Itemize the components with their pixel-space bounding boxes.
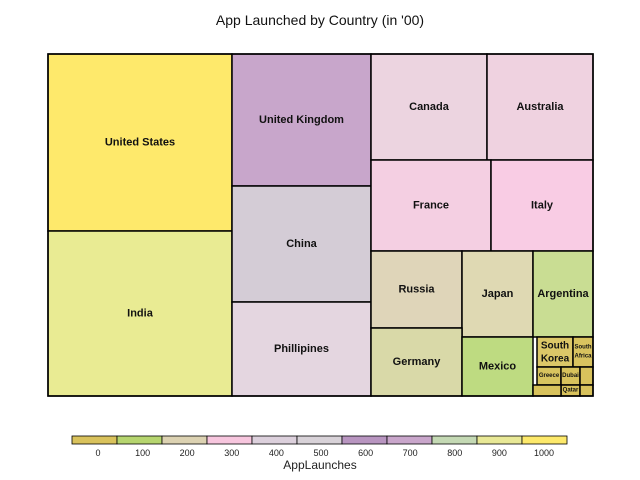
color-legend: 0 100 200 300 400 500 600 700 800 900 1000	[71, 435, 568, 458]
cell-australia	[486, 53, 594, 161]
legend-tick-900: 900	[492, 448, 507, 458]
cell-label-canada: Canada	[409, 101, 450, 113]
cell-germany	[370, 327, 463, 397]
legend-swatch-4	[251, 435, 298, 445]
cell-label-argentina: Argentina	[537, 288, 589, 300]
cell-label-india: India	[127, 308, 154, 320]
cell-label-qatar: Qatar	[563, 388, 579, 394]
legend-swatch-10	[521, 435, 568, 445]
cell-label-mexico: Mexico	[479, 361, 517, 373]
legend-tick-1000: 1000	[534, 448, 554, 458]
chart-title: App Launched by Country (in '00)	[215, 12, 425, 28]
cell-japan	[461, 250, 534, 338]
treemap-cells: United States India United Kingdom China Phi…	[47, 53, 594, 397]
legend-swatch-0	[71, 435, 118, 445]
cell-label-united-states: United States	[105, 137, 175, 149]
cell-label-russia: Russia	[398, 284, 435, 296]
cell-unlabeled-20	[532, 384, 562, 397]
cell-label-united-kingdom: United Kingdom	[259, 114, 344, 126]
cell-unlabeled-21	[579, 384, 594, 397]
cell-france	[370, 159, 492, 252]
cell-label-south-africa: South Africa	[574, 345, 592, 360]
legend-label: AppLaunches	[283, 458, 357, 472]
cell-south-africa	[572, 336, 594, 368]
legend-swatch-7	[386, 435, 433, 445]
legend-swatch-1	[116, 435, 163, 445]
legend-swatch-2	[161, 435, 208, 445]
legend-swatch-6	[341, 435, 388, 445]
legend-tick-300: 300	[224, 448, 239, 458]
legend-tick-600: 600	[358, 448, 373, 458]
treemap-frame	[47, 53, 594, 397]
cell-label-phillipines: Phillipines	[274, 343, 329, 355]
legend-tick-700: 700	[403, 448, 418, 458]
cell-label-germany: Germany	[393, 356, 442, 368]
legend-tick-0: 0	[95, 448, 100, 458]
cell-phillipines	[231, 301, 372, 397]
legend-swatch-9	[476, 435, 523, 445]
legend-tick-100: 100	[135, 448, 150, 458]
cell-label-france: France	[413, 200, 449, 212]
cell-italy	[490, 159, 594, 252]
cell-label-japan: Japan	[482, 288, 514, 300]
cell-label-dubai: Dubai	[562, 373, 579, 379]
cell-label-greece: Greece	[539, 373, 560, 379]
legend-swatch-5	[296, 435, 343, 445]
cell-mexico	[461, 336, 534, 397]
legend-swatch-3	[206, 435, 253, 445]
cell-canada	[370, 53, 488, 161]
legend-swatch-8	[431, 435, 478, 445]
cell-argentina	[532, 250, 594, 338]
cell-label-italy: Italy	[531, 200, 554, 212]
legend-tick-400: 400	[269, 448, 284, 458]
cell-south-korea	[536, 336, 574, 368]
legend-tick-200: 200	[180, 448, 195, 458]
cell-label-south-korea: South Korea	[541, 340, 570, 364]
cell-label-china: China	[286, 238, 317, 250]
legend-tick-500: 500	[313, 448, 328, 458]
cell-label-australia: Australia	[516, 101, 564, 113]
cell-unlabeled-19	[579, 366, 594, 386]
legend-tick-800: 800	[447, 448, 462, 458]
